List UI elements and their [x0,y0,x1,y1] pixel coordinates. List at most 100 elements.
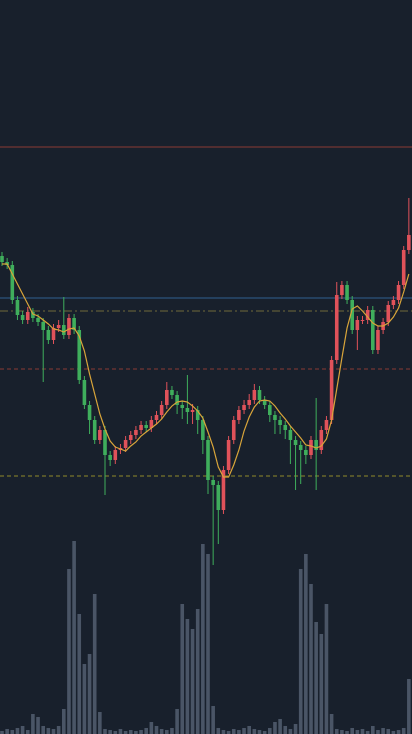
candle-body [288,430,293,440]
volume-bar [31,714,35,734]
volume-bar [278,719,282,734]
candle-body [31,312,35,318]
volume-bar [242,728,246,734]
volume-bar [0,731,4,734]
volume-bar [98,712,102,734]
candle-body [340,285,344,295]
volume-bar [36,717,40,734]
candle-body [82,380,87,405]
volume-bar [118,729,123,734]
candle-body [206,440,210,480]
volume-bar [87,654,92,734]
candle-body [25,312,30,320]
candle-body [365,310,370,320]
candle-body [10,265,15,300]
ma-line [2,263,410,478]
volume-bar [319,634,324,734]
volume-bar [46,728,51,734]
candle-body [123,440,128,448]
candle-body [195,410,200,420]
volume-bar [298,569,303,734]
volume-bar [190,629,195,734]
volume-bar [360,729,365,734]
volume-bar [77,614,82,734]
volume-bar [25,730,30,734]
candle-body [293,440,298,445]
candle-body [56,325,61,328]
volume-bar [407,679,411,734]
candle-body [62,325,66,335]
candle-body [391,300,396,305]
volume-bar [113,731,118,734]
candle-body [298,445,303,450]
volume-bar [201,544,205,734]
volume-bar [396,730,401,734]
candle-body [345,285,349,300]
candle-body [113,450,118,460]
volume-bar [226,731,231,734]
volume-bar [10,730,15,734]
candle-body [15,300,20,315]
volume-bar [288,729,293,734]
candle-body [103,430,107,455]
volume-bar [139,730,143,734]
candle-body [87,405,92,420]
volume-bar [51,729,56,734]
candle-body [170,390,174,395]
volume-bar [371,726,375,734]
candle-body [226,440,231,470]
volume-bar [123,731,128,734]
candle-body [0,256,4,262]
volume-bar [391,731,396,734]
volume-bar [268,728,272,734]
volume-bar [159,729,164,734]
candle-body [46,330,51,340]
volume-bar [56,726,61,734]
candle-body [407,235,411,250]
candle-body [324,420,329,430]
candle-body [51,328,56,340]
candle-body [149,420,154,428]
candle-body [262,400,267,405]
volume-bar [41,726,45,734]
volume-bar [340,730,344,734]
volume-bar [345,731,349,734]
volume-bar [195,609,200,734]
candle-body [376,330,380,350]
candle-body [190,410,195,412]
volume-bar [309,584,313,734]
volume-bar [293,724,298,734]
candle-body [304,450,308,455]
candle-body [41,322,45,330]
volume-bar [82,664,87,734]
volume-bar [15,728,20,734]
candle-body [134,430,138,435]
candle-body [247,400,251,405]
candle-body [396,285,401,300]
volume-bar [334,729,339,734]
candle-body [283,425,288,430]
candle-body [268,405,272,415]
candle-body [309,440,313,455]
candle-body [273,415,277,420]
volume-bar [314,622,318,734]
volume-bar [180,604,185,734]
volume-bar [304,554,308,734]
volume-bar [221,730,226,734]
candle-body [386,305,391,322]
volume-bar [252,729,257,734]
volume-bar [67,569,71,734]
volume-bar [5,729,9,734]
volume-bar [237,730,241,734]
candle-body [401,250,406,285]
volume-bar [92,594,97,734]
candle-body [154,415,159,420]
candle-body [165,390,169,405]
candle-body [319,430,324,450]
candle-body [159,405,164,415]
candle-body [185,408,190,412]
volume-bar [72,541,76,734]
